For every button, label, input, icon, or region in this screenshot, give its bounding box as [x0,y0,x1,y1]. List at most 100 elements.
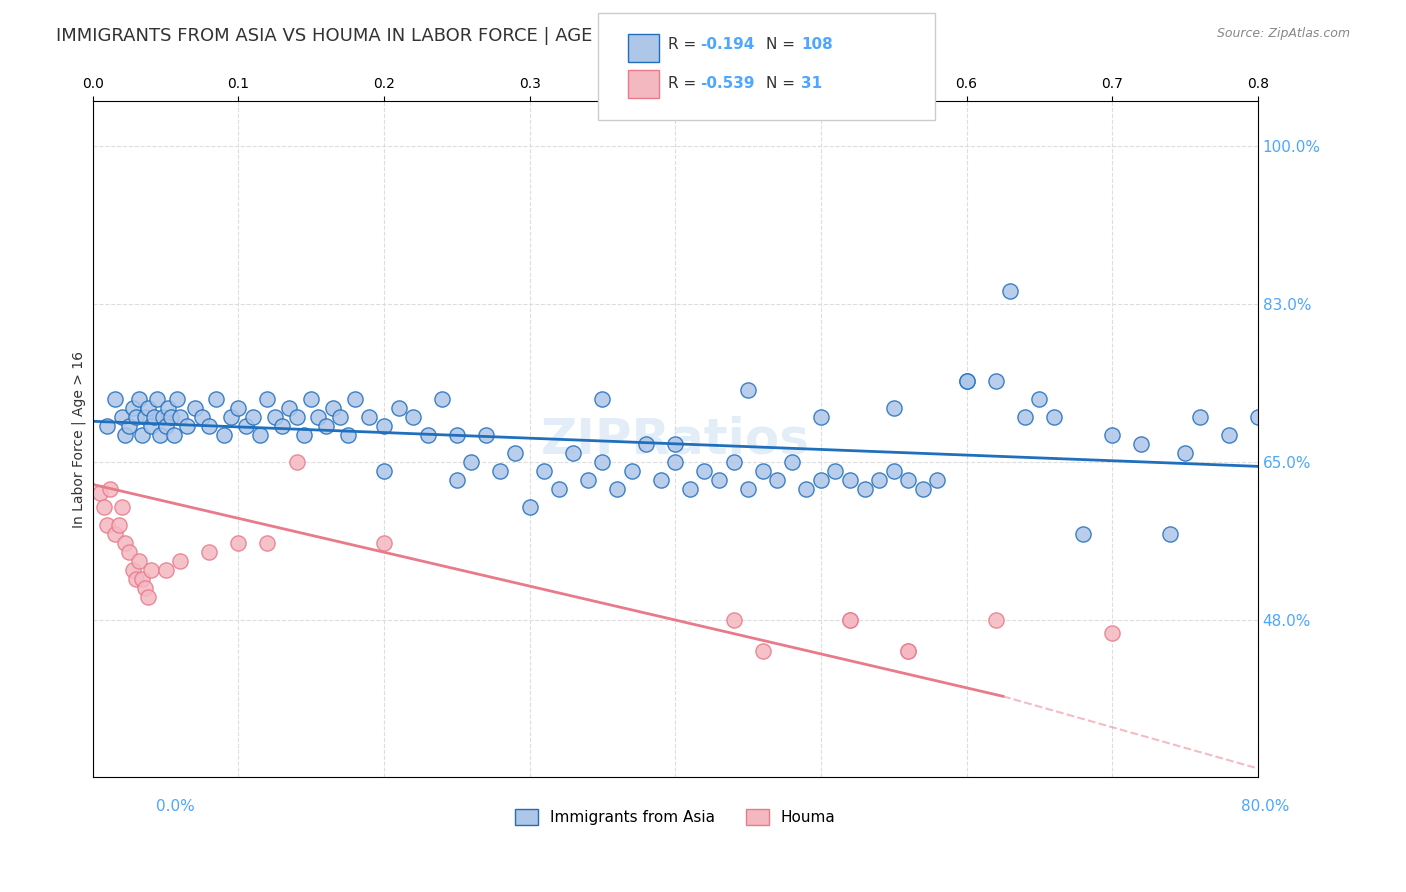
Point [315,418,337,433]
Point [103,527,125,541]
Point [475,427,498,442]
Point [134,409,156,424]
Point [136,590,159,604]
Point [256,536,278,550]
Point [111,500,134,514]
Point [292,427,315,442]
Point [191,409,214,424]
Point [169,409,191,424]
Point [824,464,846,478]
Text: Source: ZipAtlas.com: Source: ZipAtlas.com [1216,27,1350,40]
Point [169,554,191,568]
Point [114,536,136,550]
Point [219,409,242,424]
Point [111,409,134,424]
Point [205,392,228,406]
Point [780,455,803,469]
Point [751,464,773,478]
Point [650,473,672,487]
Point [591,392,613,406]
Point [228,401,250,415]
Point [1101,427,1123,442]
Point [228,536,250,550]
Text: -0.539: -0.539 [700,77,755,91]
Point [810,473,832,487]
Point [766,473,789,487]
Point [1247,409,1270,424]
Point [591,455,613,469]
Point [387,401,409,415]
Point [198,545,221,559]
Point [737,482,759,496]
Point [285,455,308,469]
Point [1188,409,1211,424]
Point [108,518,131,533]
Point [163,427,186,442]
Point [1159,527,1181,541]
Point [868,473,890,487]
Point [93,500,115,514]
Point [897,473,920,487]
Point [810,409,832,424]
Point [103,392,125,406]
Point [118,418,141,433]
Point [547,482,569,496]
Point [707,473,730,487]
Point [198,418,221,433]
Point [1028,392,1050,406]
Point [955,374,977,388]
Point [235,418,257,433]
Point [693,464,716,478]
Point [139,563,162,577]
Point [122,401,145,415]
Point [131,427,153,442]
Point [96,418,118,433]
Text: 108: 108 [801,37,834,52]
Point [1174,446,1197,460]
Text: 31: 31 [801,77,823,91]
Text: N =: N = [766,77,800,91]
Legend: Immigrants from Asia, Houma: Immigrants from Asia, Houma [509,804,842,831]
Point [737,383,759,397]
Point [125,409,148,424]
Point [98,482,121,496]
Point [460,455,482,469]
Point [122,563,145,577]
Point [114,427,136,442]
Point [1101,626,1123,640]
Point [664,437,686,451]
Point [322,401,344,415]
Text: N =: N = [766,37,800,52]
Point [329,409,352,424]
Point [503,446,526,460]
Text: R =: R = [668,77,702,91]
Point [432,392,454,406]
Point [176,418,198,433]
Point [402,409,425,424]
Point [373,536,395,550]
Point [1043,409,1066,424]
Point [853,482,876,496]
Point [155,563,177,577]
Point [620,464,643,478]
Text: R =: R = [668,37,702,52]
Point [1218,427,1240,442]
Point [336,427,359,442]
Point [883,401,905,415]
Y-axis label: In Labor Force | Age > 16: In Labor Force | Age > 16 [72,351,86,528]
Point [307,409,329,424]
Point [128,554,150,568]
Point [1130,437,1153,451]
Point [285,409,308,424]
Point [897,644,920,658]
Point [576,473,599,487]
Point [679,482,702,496]
Point [751,644,773,658]
Point [166,392,188,406]
Point [256,392,278,406]
Point [373,418,395,433]
Point [131,572,153,586]
Point [212,427,235,442]
Point [446,427,468,442]
Point [183,401,205,415]
